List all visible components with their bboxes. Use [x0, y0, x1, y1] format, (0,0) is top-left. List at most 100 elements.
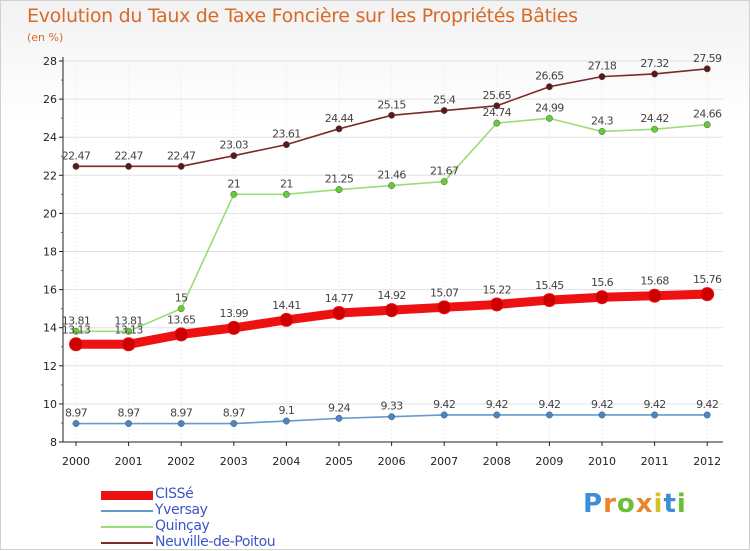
- data-point-neuville-de-poitou: [72, 162, 80, 170]
- data-label-quinc-ay: 15: [175, 292, 188, 305]
- y-tick-label: 26: [43, 93, 57, 106]
- data-label-neuville-de-poitou: 23.03: [220, 139, 249, 152]
- data-label-quinc-ay: 21.46: [377, 169, 406, 182]
- data-label-yversay: 9.42: [538, 398, 560, 411]
- data-label-neuville-de-poitou: 27.59: [693, 52, 722, 65]
- data-label-quinc-ay: 24.3: [591, 114, 614, 127]
- data-label-yversay: 8.97: [223, 407, 246, 420]
- data-point-neuville-de-poitou: [440, 107, 448, 114]
- data-point-yversay: [125, 420, 133, 427]
- data-point-neuville-de-poitou: [545, 83, 553, 91]
- data-label-yversay: 9.42: [644, 398, 666, 411]
- data-point-quinc-ay: [545, 114, 553, 122]
- data-point-cisse: [69, 337, 83, 352]
- data-label-cisse: 13.13: [114, 323, 143, 336]
- y-tick-label: 10: [43, 398, 57, 411]
- x-tick-label: 2000: [62, 455, 90, 468]
- data-label-cisse: 13.13: [62, 323, 91, 336]
- data-point-cisse: [489, 297, 504, 312]
- data-point-neuville-de-poitou: [230, 152, 238, 160]
- data-label-yversay: 9.42: [486, 398, 508, 411]
- data-point-cisse: [121, 337, 136, 352]
- data-point-quinc-ay: [651, 125, 659, 133]
- data-point-cisse: [384, 303, 399, 318]
- data-point-cisse: [647, 288, 662, 303]
- data-label-cisse: 13.99: [220, 307, 249, 320]
- data-point-neuville-de-poitou: [493, 102, 501, 110]
- data-point-neuville-de-poitou: [177, 162, 185, 170]
- data-point-yversay: [335, 414, 343, 422]
- logo-letter: P: [583, 489, 604, 519]
- x-tick-label: 2006: [378, 455, 406, 468]
- data-label-cisse: 13.65: [167, 313, 196, 326]
- data-label-yversay: 9.42: [433, 398, 455, 411]
- legend-swatch: [101, 526, 153, 528]
- data-label-neuville-de-poitou: 25.15: [377, 98, 406, 111]
- data-point-cisse: [174, 327, 189, 342]
- data-label-cisse: 14.77: [325, 292, 354, 305]
- data-point-yversay: [493, 411, 501, 419]
- data-label-cisse: 15.45: [535, 279, 564, 292]
- data-label-neuville-de-poitou: 25.4: [433, 94, 456, 107]
- logo-letter: x: [635, 489, 654, 519]
- data-point-neuville-de-poitou: [282, 141, 290, 149]
- x-tick-label: 2002: [167, 455, 195, 468]
- data-point-yversay: [545, 411, 553, 419]
- y-tick-label: 20: [43, 207, 57, 220]
- x-tick-label: 2001: [115, 455, 143, 468]
- legend-swatch: [101, 510, 153, 512]
- logo-letter: i: [653, 489, 664, 519]
- y-tick-label: 12: [43, 360, 57, 373]
- proxiti-logo: Proxiti: [583, 489, 687, 519]
- x-tick-label: 2012: [693, 455, 721, 468]
- chart-title: Evolution du Taux de Taxe Foncière sur l…: [27, 5, 578, 27]
- data-label-cisse: 15.68: [640, 275, 669, 288]
- legend-label: Yversay: [155, 502, 208, 518]
- data-point-quinc-ay: [125, 327, 133, 335]
- data-point-cisse: [226, 320, 241, 335]
- legend-label: Neuville-de-Poitou: [155, 534, 276, 550]
- data-point-quinc-ay: [177, 305, 185, 313]
- data-label-cisse: 15.76: [693, 273, 722, 286]
- data-label-yversay: 9.42: [591, 398, 613, 411]
- data-label-quinc-ay: 24.42: [640, 112, 669, 125]
- data-label-yversay: 9.1: [279, 404, 295, 417]
- x-tick-label: 2007: [430, 455, 458, 468]
- data-point-neuville-de-poitou: [388, 111, 396, 119]
- data-label-neuville-de-poitou: 22.47: [114, 149, 143, 162]
- logo-letter: i: [676, 489, 687, 519]
- data-point-neuville-de-poitou: [598, 73, 606, 81]
- x-tick-label: 2009: [535, 455, 563, 468]
- data-label-cisse: 15.6: [591, 276, 614, 289]
- data-point-cisse: [595, 290, 609, 305]
- legend-label: Quinçay: [155, 518, 210, 534]
- data-label-yversay: 9.42: [696, 398, 718, 411]
- data-point-yversay: [703, 411, 711, 419]
- data-label-neuville-de-poitou: 27.18: [588, 60, 617, 73]
- data-point-quinc-ay: [440, 178, 448, 186]
- data-point-quinc-ay: [72, 327, 80, 335]
- data-label-cisse: 15.22: [483, 283, 512, 296]
- x-tick-label: 2004: [272, 455, 300, 468]
- data-point-neuville-de-poitou: [651, 70, 659, 78]
- data-point-yversay: [651, 411, 659, 419]
- y-tick-label: 8: [50, 436, 57, 449]
- unit-label: (en %): [27, 31, 64, 44]
- data-point-yversay: [440, 411, 448, 419]
- data-label-neuville-de-poitou: 22.47: [62, 149, 91, 162]
- data-label-cisse: 14.92: [377, 289, 406, 302]
- data-point-neuville-de-poitou: [703, 65, 711, 73]
- data-label-quinc-ay: 13.81: [114, 314, 143, 327]
- x-tick-label: 2005: [325, 455, 353, 468]
- data-label-quinc-ay: 21.25: [325, 173, 354, 186]
- data-point-cisse: [437, 300, 452, 315]
- data-point-cisse: [279, 312, 294, 327]
- data-label-quinc-ay: 24.99: [535, 101, 564, 114]
- x-tick-label: 2003: [220, 455, 248, 468]
- y-tick-label: 18: [43, 246, 57, 259]
- data-point-quinc-ay: [703, 121, 711, 129]
- x-tick-label: 2010: [588, 455, 616, 468]
- legend-swatch: [101, 542, 153, 544]
- data-label-neuville-de-poitou: 26.65: [535, 70, 564, 83]
